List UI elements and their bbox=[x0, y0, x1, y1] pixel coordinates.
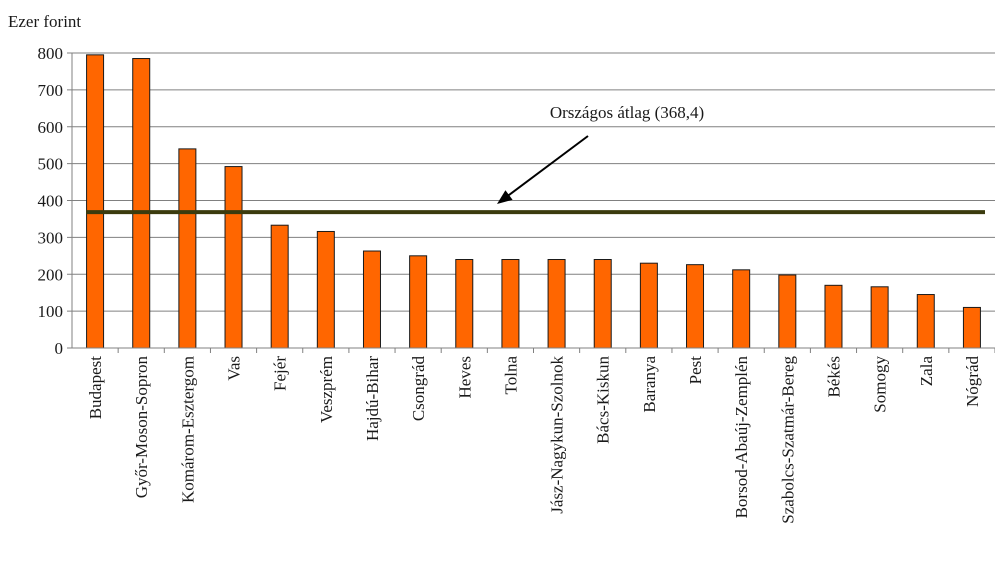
x-tick-label: Csongrád bbox=[409, 356, 428, 422]
x-tick-label: Zala bbox=[917, 356, 936, 387]
y-tick-label: 800 bbox=[38, 44, 64, 63]
bar bbox=[224, 166, 243, 349]
y-unit-label: Ezer forint bbox=[8, 12, 81, 31]
x-tick-label: Budapest bbox=[86, 356, 105, 420]
bar bbox=[178, 148, 197, 349]
bar bbox=[824, 284, 843, 349]
x-axis-tick-labels: Budapest Győr-Moson-Sopron Komárom-Eszterg… bbox=[86, 348, 995, 524]
x-tick-label: Komárom-Esztergom bbox=[178, 356, 197, 503]
x-tick-label: Baranya bbox=[640, 356, 659, 413]
annotation-arrow bbox=[497, 135, 589, 204]
y-tick-label: 600 bbox=[38, 118, 64, 137]
y-tick-label: 500 bbox=[38, 155, 64, 174]
bar bbox=[870, 286, 889, 349]
x-tick-label: Szabolcs-Szatmár-Bereg bbox=[778, 356, 797, 524]
bar bbox=[316, 230, 335, 349]
y-tick-label: 300 bbox=[38, 228, 64, 247]
y-tick-label: 0 bbox=[55, 339, 64, 358]
gridlines bbox=[72, 52, 995, 312]
arrow-head bbox=[497, 190, 513, 204]
y-tick-label: 100 bbox=[38, 302, 64, 321]
bar bbox=[593, 259, 612, 349]
x-tick-label: Nógrád bbox=[963, 356, 982, 407]
x-tick-label: Jász-Nagykun-Szolnok bbox=[548, 356, 567, 514]
x-tick-label: Hajdú-Bihar bbox=[363, 356, 382, 441]
y-tick-label: 200 bbox=[38, 265, 64, 284]
x-tick-label: Borsod-Abaúj-Zemplén bbox=[732, 356, 751, 519]
bar bbox=[686, 264, 705, 349]
bar bbox=[547, 259, 566, 349]
y-tick-label: 700 bbox=[38, 81, 64, 100]
bar bbox=[362, 250, 381, 349]
bar bbox=[501, 259, 520, 349]
bar bbox=[732, 269, 751, 349]
x-tick-label: Vas bbox=[225, 356, 244, 381]
y-tick-label: 400 bbox=[38, 192, 64, 211]
average-annotation-label: Országos átlag (368,4) bbox=[550, 103, 704, 122]
x-tick-label: Békés bbox=[824, 356, 843, 398]
bar bbox=[916, 294, 935, 349]
bar bbox=[778, 274, 797, 349]
x-tick-label: Heves bbox=[455, 356, 474, 398]
x-tick-label: Fejér bbox=[271, 356, 290, 391]
bar bbox=[270, 224, 289, 349]
x-tick-label: Győr-Moson-Sopron bbox=[132, 356, 151, 499]
x-tick-label: Bács-Kiskun bbox=[594, 356, 613, 444]
x-tick-label: Tolna bbox=[501, 356, 520, 395]
x-tick-label: Veszprém bbox=[317, 356, 336, 423]
bar bbox=[132, 58, 151, 349]
bar bbox=[639, 262, 658, 349]
bar bbox=[455, 259, 474, 349]
bar bbox=[409, 255, 428, 349]
y-axis-tick-labels: 0 100 200 300 400 500 600 700 800 bbox=[38, 44, 72, 358]
bar bbox=[86, 54, 105, 349]
x-tick-label: Pest bbox=[686, 356, 705, 385]
arrow-shaft bbox=[504, 135, 589, 199]
x-tick-label: Somogy bbox=[871, 356, 890, 413]
bars bbox=[86, 54, 981, 349]
bar bbox=[962, 306, 981, 349]
